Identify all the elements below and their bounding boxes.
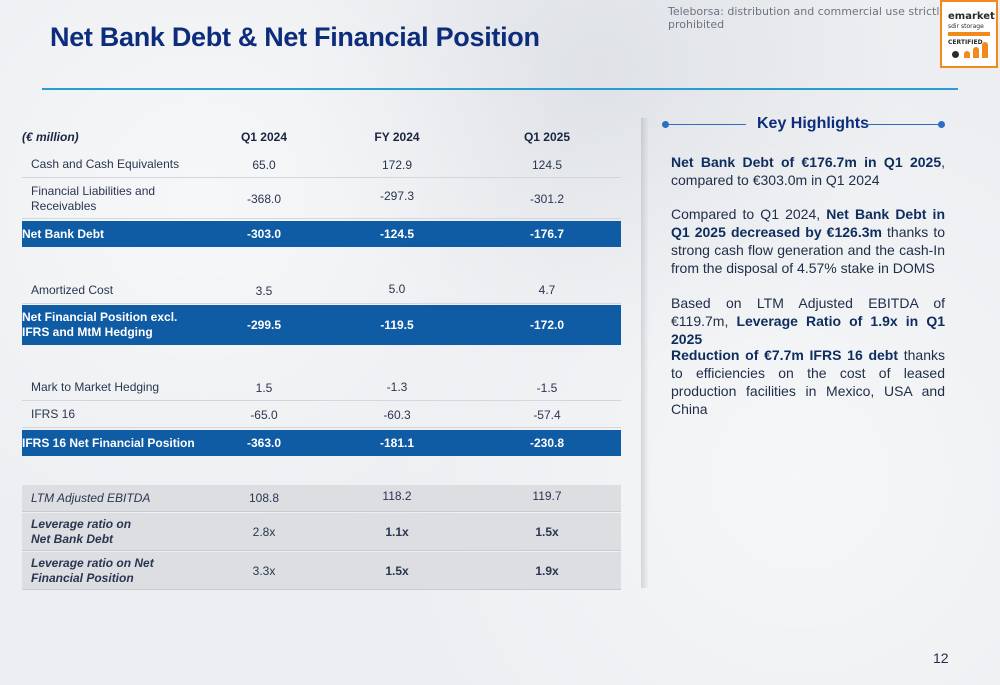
table-row-highlight: IFRS 16 Net Financial Position -363.0 -1…	[22, 430, 621, 456]
page-number: 12	[933, 650, 949, 666]
highlight-bold: Net Bank Debt of €176.7m in Q1 2025	[671, 154, 942, 170]
row-value-fy-2024: 5.0	[388, 281, 406, 296]
row-label: IFRS 16 Net Financial Position	[22, 435, 195, 450]
row-label: Cash and Cash Equivalents	[31, 157, 180, 171]
row-value-q1-2024: 3.3x	[252, 563, 276, 578]
row-value-q1-2024: 3.5	[255, 283, 273, 298]
table-header-q1-2025: Q1 2025	[523, 130, 571, 144]
highlights-right-dot-icon	[938, 121, 945, 128]
row-value-fy-2024: -181.1	[379, 436, 415, 450]
page-title: Net Bank Debt & Net Financial Position	[50, 22, 540, 52]
row-value-fy-2024: 172.9	[381, 157, 413, 172]
row-value-q1-2025: 1.9x	[535, 563, 559, 578]
row-label: IFRS 16	[31, 407, 76, 421]
logo-dot-icon	[952, 51, 959, 58]
table-header-unit: (€ million)	[22, 129, 79, 144]
row-value-q1-2024: 108.8	[248, 491, 280, 505]
highlights-left-line	[666, 124, 746, 125]
row-value-fy-2024: -1.3	[386, 379, 408, 394]
table-row: Mark to Market Hedging 1.5 -1.3 -1.5	[22, 375, 621, 401]
row-value-fy-2024: -124.5	[379, 227, 415, 241]
row-label: Amortized Cost	[31, 283, 114, 297]
highlight-text: thanks to efficiencies on the cost of le…	[671, 347, 945, 417]
row-label: Leverage ratio on Net Bank Debt	[31, 516, 132, 546]
table-header-fy-2024: FY 2024	[374, 130, 420, 144]
row-value-q1-2024: -368.0	[246, 191, 282, 206]
row-value-q1-2024: 2.8x	[252, 524, 276, 539]
logo-text-brand: emarket	[948, 11, 995, 22]
highlights-right-line	[866, 124, 940, 125]
row-label: Net Financial Position excl. IFRS and Mt…	[22, 310, 178, 339]
key-highlights-title: Key Highlights	[757, 115, 870, 132]
highlight-paragraph: Reduction of €7.7m IFRS 16 debt thanks t…	[671, 346, 945, 418]
row-value-q1-2024: 65.0	[252, 157, 276, 172]
highlight-text: Compared to Q1 2024,	[671, 206, 827, 222]
row-value-q1-2024: -299.5	[246, 318, 282, 332]
row-label: Mark to Market Hedging	[31, 380, 160, 394]
row-value-q1-2025: -230.8	[529, 436, 565, 450]
row-value-q1-2024: -303.0	[246, 227, 282, 241]
highlights-left-dot-icon	[662, 121, 669, 128]
row-value-q1-2025: 1.5x	[535, 524, 559, 539]
table-header-q1-2024: Q1 2024	[240, 130, 288, 144]
table-row-highlight: Net Bank Debt -303.0 -124.5 -176.7	[22, 221, 621, 247]
row-value-fy-2024: 118.2	[382, 489, 412, 503]
row-label: Financial Liabilities and Receivables	[31, 183, 156, 213]
logo-text-certified: CERTIFIED	[948, 39, 983, 46]
row-label: LTM Adjusted EBITDA	[31, 490, 151, 505]
highlight-paragraph: Net Bank Debt of €176.7m in Q1 2025, com…	[671, 153, 945, 189]
row-value-fy-2024: 1.5x	[385, 563, 409, 578]
logo-text-sub: sdir storage	[948, 23, 984, 30]
title-divider	[42, 88, 958, 90]
highlight-text: , compared to €303.0m in Q1 2024	[671, 154, 945, 188]
highlight-bold: Net Bank Debt in Q1 2025 decreased by €1…	[671, 206, 945, 240]
row-label: Leverage ratio on Net Financial Position	[31, 555, 154, 585]
logo-bars-icon	[964, 42, 988, 58]
row-value-q1-2025: 4.7	[538, 282, 556, 297]
row-value-q1-2025: -301.2	[529, 191, 565, 206]
row-value-q1-2024: 1.5	[255, 380, 273, 395]
row-value-q1-2024: -363.0	[246, 436, 282, 450]
row-value-q1-2025: -172.0	[529, 318, 565, 332]
row-value-fy-2024: 1.1x	[385, 524, 409, 539]
row-label: Net Bank Debt	[22, 226, 105, 241]
row-value-q1-2025: 119.7	[532, 489, 562, 503]
table-row-ratio: LTM Adjusted EBITDA 108.8 118.2 119.7	[22, 485, 621, 512]
logo-orange-bar	[948, 32, 990, 36]
highlight-text: Based on LTM Adjusted EBITDA of €119.7m,	[671, 295, 945, 329]
highlight-bold: Reduction of €7.7m IFRS 16 debt	[671, 347, 899, 363]
table-row: Amortized Cost 3.5 5.0 4.7	[22, 278, 621, 304]
row-value-fy-2024: -119.5	[380, 318, 414, 332]
table-row-ratio: Leverage ratio on Net Bank Debt 2.8x 1.1…	[22, 513, 621, 551]
row-value-q1-2025: -1.5	[536, 380, 558, 395]
highlight-paragraph: Compared to Q1 2024, Net Bank Debt in Q1…	[671, 205, 945, 277]
watermark-text: Teleborsa: distribution and commercial u…	[668, 5, 946, 31]
highlight-paragraph: Based on LTM Adjusted EBITDA of €119.7m,…	[671, 294, 945, 348]
table-row: Cash and Cash Equivalents 65.0 172.9 124…	[22, 152, 621, 178]
row-value-fy-2024: -60.3	[383, 407, 411, 422]
table-row-ratio: Leverage ratio on Net Financial Position…	[22, 552, 621, 590]
table-header-row: (€ million) Q1 2024 FY 2024 Q1 2025	[22, 124, 621, 150]
row-value-fy-2024: -297.3	[379, 188, 415, 203]
row-value-q1-2025: 124.5	[531, 157, 563, 172]
emarket-storage-logo: emarket sdir storage CERTIFIED	[940, 0, 998, 68]
panel-shadow	[641, 118, 649, 588]
row-value-q1-2025: -176.7	[529, 227, 565, 241]
table-row-highlight: Net Financial Position excl. IFRS and Mt…	[22, 305, 621, 345]
table-row: Financial Liabilities and Receivables -3…	[22, 179, 621, 219]
row-value-q1-2025: -57.4	[533, 407, 561, 422]
table-row: IFRS 16 -65.0 -60.3 -57.4	[22, 402, 621, 428]
row-value-q1-2024: -65.0	[250, 407, 278, 422]
highlight-bold: Leverage Ratio of 1.9x in Q1 2025	[671, 313, 945, 347]
highlight-text: thanks to strong cash flow generation an…	[671, 224, 945, 276]
